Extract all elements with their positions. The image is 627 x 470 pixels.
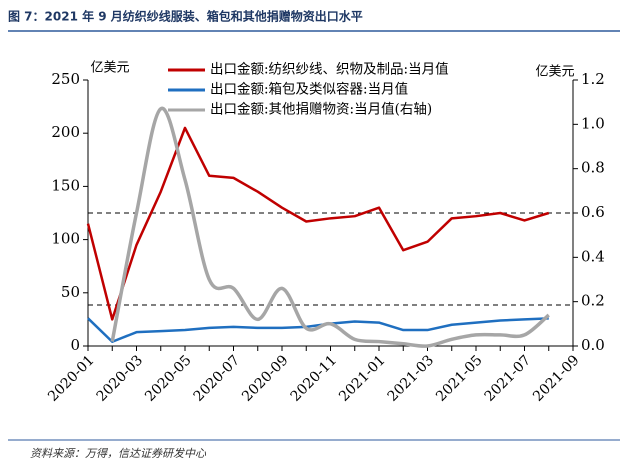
y2-axis-label: 亿美元 xyxy=(535,65,574,80)
x-tick-label: 2020-11 xyxy=(288,352,340,404)
y2-tick-label: 0.4 xyxy=(581,247,605,265)
x-tick-label: 2020-05 xyxy=(142,352,194,404)
y2-tick-label: 0.6 xyxy=(581,203,605,221)
y2-tick-label: 1.2 xyxy=(581,70,605,88)
x-tick-label: 2021-07 xyxy=(482,352,534,404)
legend-label: 出口金额:纺织纱线、织物及制品:当月值 xyxy=(210,62,449,78)
chart-title: 图 7：2021 年 9 月纺织纱线服装、箱包和其他捐赠物资出口水平 xyxy=(8,9,363,24)
series-line xyxy=(110,106,550,348)
x-tick-label: 2020-09 xyxy=(239,352,291,404)
y-tick-label: 150 xyxy=(51,176,80,194)
series-line xyxy=(87,317,549,343)
series-line xyxy=(86,126,550,321)
y2-tick-label: 1.0 xyxy=(581,114,605,132)
y-tick-label: 50 xyxy=(61,283,80,301)
y2-tick-label: 0.2 xyxy=(581,292,605,310)
x-tick-label: 2021-03 xyxy=(385,352,437,404)
y-tick-label: 250 xyxy=(51,70,80,88)
y-tick-label: 100 xyxy=(51,230,80,248)
x-tick-label: 2020-01 xyxy=(45,352,97,404)
legend-label: 出口金额:其他捐赠物资:当月值(右轴) xyxy=(210,102,432,118)
y2-tick-label: 0.0 xyxy=(581,336,605,354)
y-tick-label: 200 xyxy=(51,123,80,141)
y-axis-label: 亿美元 xyxy=(90,61,129,76)
x-tick-label: 2020-03 xyxy=(94,352,146,404)
x-tick-label: 2021-01 xyxy=(336,352,388,404)
y-tick-label: 0 xyxy=(70,336,80,354)
source: 资料来源：万得，信达证券研发中心 xyxy=(30,447,207,460)
x-tick-label: 2020-07 xyxy=(191,352,243,404)
legend-label: 出口金额:箱包及类似容器:当月值 xyxy=(210,81,408,98)
x-tick-label: 2021-05 xyxy=(433,352,485,404)
x-tick-label: 2021-09 xyxy=(530,352,582,404)
y2-tick-label: 0.8 xyxy=(581,159,605,177)
